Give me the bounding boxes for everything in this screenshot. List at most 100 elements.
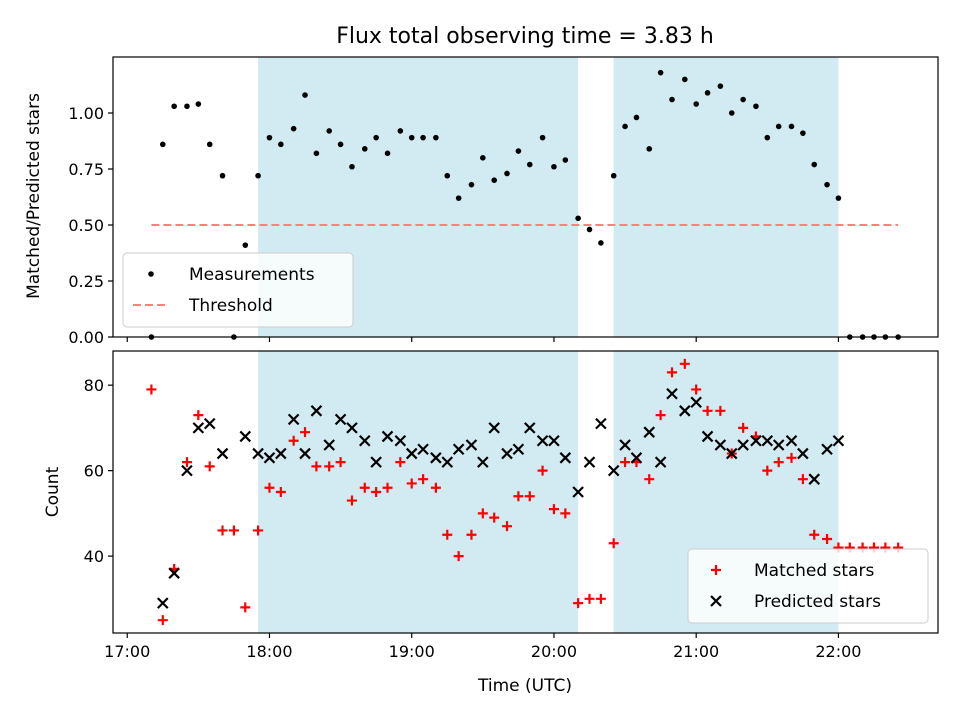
predicted-stars-point	[181, 464, 193, 477]
legend-entry-label: Threshold	[188, 296, 273, 316]
measurement-point	[740, 96, 746, 103]
predicted-stars-point	[417, 443, 429, 456]
measurement-point	[278, 141, 284, 148]
predicted-stars-point	[216, 447, 229, 460]
matched-stars-point	[300, 427, 311, 438]
measurement-point	[195, 101, 202, 107]
measurement-point	[491, 177, 498, 183]
matched-stars-point	[715, 405, 726, 416]
predicted-stars-point	[252, 447, 264, 460]
predicted-stars-point	[583, 456, 596, 468]
matched-stars-point	[655, 410, 666, 421]
matched-stars-point	[786, 452, 797, 463]
predicted-stars-point	[710, 595, 722, 607]
x-tick-label: 20:00	[531, 642, 577, 661]
matched-stars-point	[466, 529, 477, 540]
matched-stars-point	[477, 508, 488, 519]
legend-box	[687, 548, 929, 624]
predicted-stars-point	[737, 439, 749, 451]
matched-stars-point	[762, 465, 773, 476]
matched-stars-point	[644, 474, 655, 485]
matched-stars-point	[240, 602, 251, 613]
matched-stars-point	[738, 422, 749, 433]
matched-stars-point	[809, 529, 820, 540]
x-tick-label: 18:00	[246, 642, 292, 661]
measurement-point	[302, 92, 308, 98]
predicted-stars-point	[501, 447, 513, 460]
measurement-point	[657, 69, 664, 76]
predicted-stars-point	[488, 422, 500, 434]
measurement-point	[633, 114, 640, 121]
matched-stars-point	[537, 465, 548, 476]
matched-stars-point	[548, 504, 559, 515]
measurement-point	[586, 226, 593, 233]
measurement-point	[326, 128, 333, 134]
predicted-stars-point	[679, 405, 691, 417]
x-tick-label: 22:00	[815, 642, 861, 661]
matched-stars-point	[324, 461, 335, 472]
axes-frame	[112, 56, 939, 338]
predicted-stars-point	[157, 597, 169, 609]
measurement-point	[764, 134, 771, 141]
predicted-stars-point	[346, 422, 358, 434]
measurement-point	[290, 125, 297, 132]
matched-stars-point	[346, 495, 357, 506]
legend-entry-label: Measurements	[189, 265, 315, 285]
ratio-panel: 0.00 0.25 0.50 0.75 1.00 Measurements Threshol…	[68, 56, 939, 347]
matched-stars-point	[406, 478, 417, 489]
x-tick-label: 21:00	[673, 642, 719, 661]
predicted-stars-point	[275, 447, 287, 460]
matched-stars-point	[193, 410, 204, 421]
measurement-point	[669, 96, 675, 103]
measurement-point	[526, 161, 533, 168]
matched-stars-point	[822, 534, 833, 544]
matched-stars-point	[371, 487, 382, 497]
measurement-point	[775, 123, 782, 130]
measurement-point	[575, 215, 581, 222]
matched-stars-point	[311, 461, 322, 472]
y-tick-label: 0.75	[68, 160, 104, 179]
measurement-point	[408, 134, 415, 141]
measurement-point	[682, 76, 688, 83]
matched-stars-point	[217, 525, 228, 536]
count-y-axis-label: Count	[43, 466, 63, 517]
predicted-stars-point	[772, 439, 785, 451]
predicted-stars-point	[334, 413, 347, 426]
predicted-stars-point	[785, 434, 798, 447]
matched-stars-point	[264, 482, 275, 493]
predicted-stars-point	[572, 486, 584, 498]
predicted-stars-point	[832, 434, 845, 447]
predicted-stars-point	[452, 443, 465, 456]
matched-stars-point	[335, 457, 346, 468]
predicted-stars-point	[358, 434, 371, 447]
measurement-point	[159, 141, 166, 148]
predicted-stars-point	[654, 456, 667, 468]
legend-entry-label: Matched stars	[754, 561, 874, 581]
measurement-point	[184, 103, 190, 110]
predicted-stars-point	[203, 417, 216, 430]
predicted-stars-point	[381, 430, 394, 443]
measurement-point	[811, 161, 818, 168]
matched-stars-point	[275, 487, 286, 497]
matched-stars-point	[359, 482, 370, 493]
measurement-point	[397, 128, 404, 134]
matched-stars-point	[524, 491, 535, 502]
measurement-point	[610, 172, 617, 179]
predicted-stars-point	[370, 456, 382, 468]
predicted-stars-point	[548, 434, 560, 447]
y-tick-label: 0.50	[68, 216, 104, 235]
measurement-point	[148, 271, 154, 277]
measurement-point	[717, 83, 724, 89]
measurement-point	[433, 134, 439, 141]
matched-stars-point	[253, 525, 264, 536]
predicted-stars-point	[287, 413, 300, 426]
measurement-point	[255, 172, 261, 179]
measurement-point	[242, 242, 249, 248]
matched-stars-point	[573, 598, 584, 609]
measurement-point	[800, 130, 806, 136]
matched-stars-point	[711, 565, 721, 575]
measurement-point	[515, 148, 522, 154]
predicted-stars-point	[725, 447, 738, 460]
predicted-stars-point	[263, 452, 276, 464]
